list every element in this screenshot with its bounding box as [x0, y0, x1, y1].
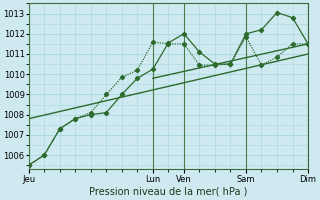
X-axis label: Pression niveau de la mer( hPa ): Pression niveau de la mer( hPa ): [89, 187, 248, 197]
